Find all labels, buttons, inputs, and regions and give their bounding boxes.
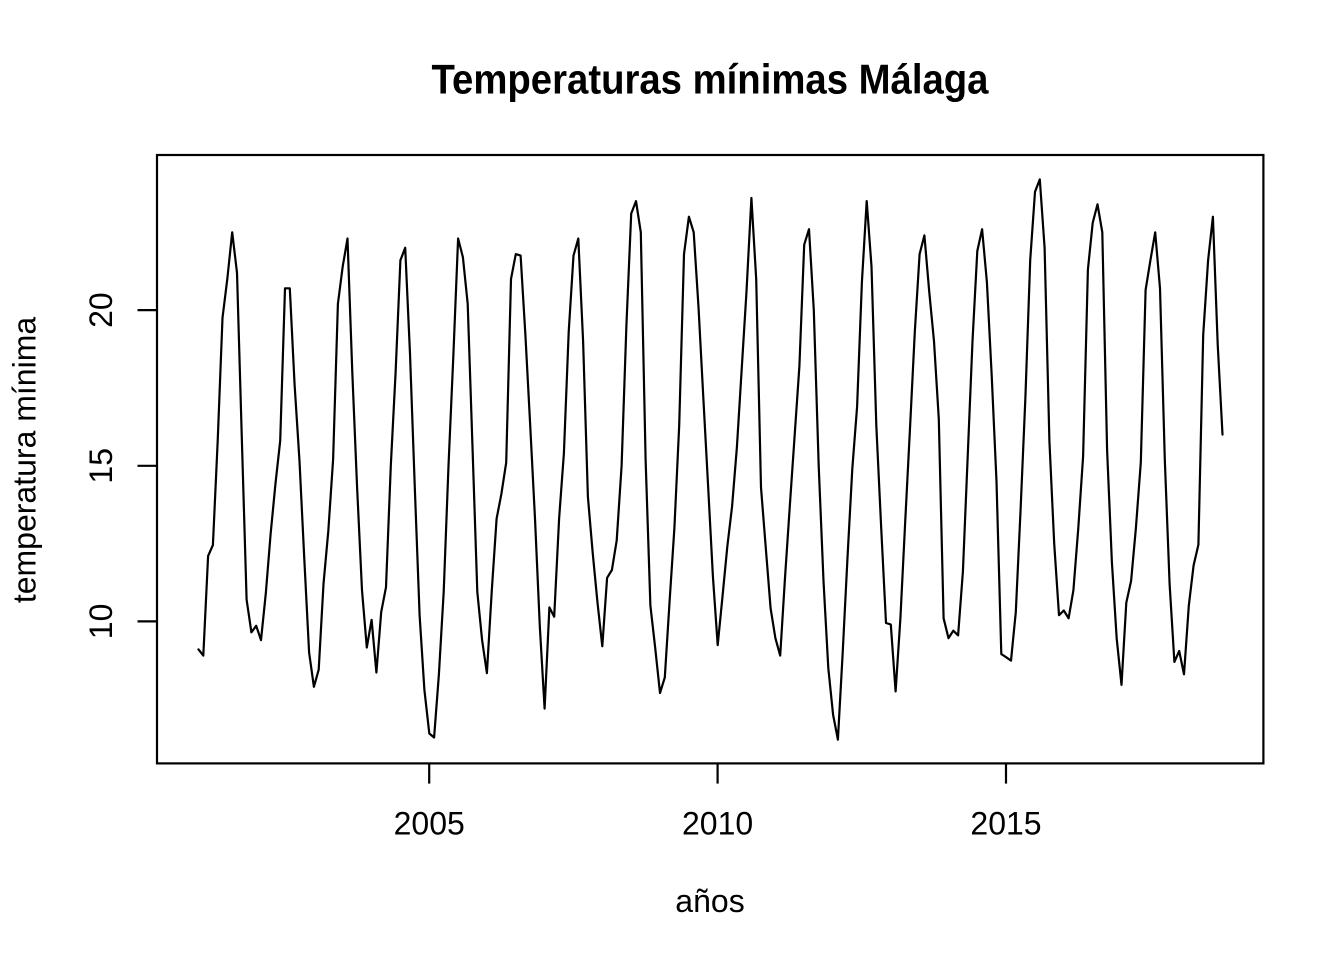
svg-text:10: 10 (83, 604, 119, 640)
svg-text:15: 15 (83, 448, 119, 484)
svg-text:años: años (675, 883, 744, 919)
svg-text:temperatura mínima: temperatura mínima (7, 317, 43, 604)
svg-text:2005: 2005 (394, 806, 465, 842)
svg-text:2010: 2010 (682, 806, 753, 842)
svg-text:20: 20 (83, 292, 119, 328)
svg-text:Temperaturas mínimas Málaga: Temperaturas mínimas Málaga (432, 56, 990, 103)
svg-text:2015: 2015 (970, 806, 1041, 842)
